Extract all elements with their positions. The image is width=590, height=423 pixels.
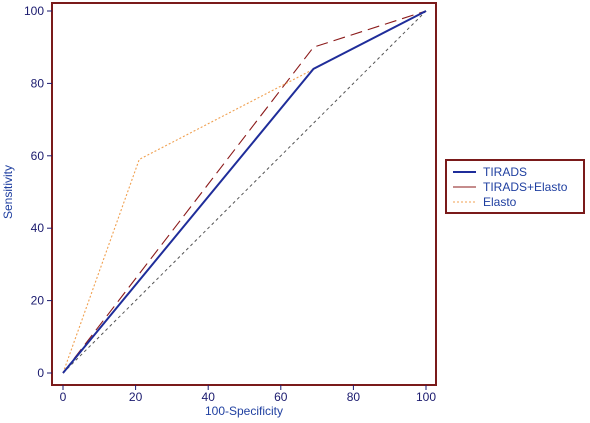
legend-entry-label: TIRADS+Elasto bbox=[483, 180, 568, 194]
y-tick-label: 20 bbox=[31, 294, 45, 308]
x-tick-label: 40 bbox=[202, 390, 216, 404]
x-tick-label: 0 bbox=[60, 390, 67, 404]
y-tick-label: 100 bbox=[24, 4, 44, 18]
y-tick-label: 80 bbox=[31, 76, 45, 90]
x-axis-title: 100-Specificity bbox=[205, 404, 283, 418]
axis-ticks: 0 20 40 60 80 100 0 20 40 60 80 100 bbox=[24, 4, 436, 404]
y-tick-label: 0 bbox=[37, 366, 44, 380]
series-line-tirads-elasto bbox=[62, 10, 427, 374]
y-tick-label: 40 bbox=[31, 221, 45, 235]
reference-diagonal-line bbox=[62, 10, 427, 374]
x-tick-label: 80 bbox=[347, 390, 361, 404]
plot-area bbox=[51, 2, 437, 386]
plot-frame bbox=[51, 2, 437, 386]
legend-entry-label: Elasto bbox=[483, 195, 517, 209]
legend-entry-label: TIRADS bbox=[483, 165, 527, 179]
series-line-elasto bbox=[62, 10, 427, 374]
y-tick-label: 60 bbox=[31, 149, 45, 163]
x-tick-label: 20 bbox=[129, 390, 143, 404]
x-tick-label: 100 bbox=[416, 390, 436, 404]
y-axis-title: Sensitivity bbox=[1, 165, 15, 219]
series-line-tirads bbox=[62, 10, 427, 374]
x-tick-label: 60 bbox=[274, 390, 288, 404]
